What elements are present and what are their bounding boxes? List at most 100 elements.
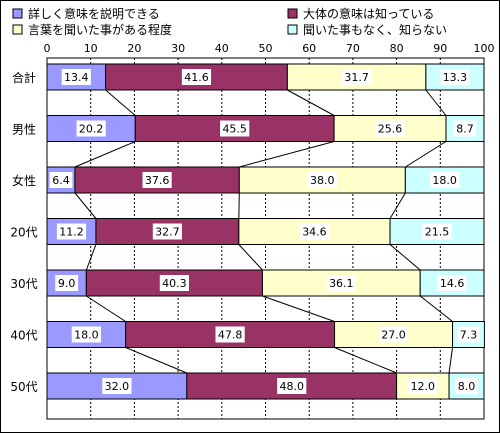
data-label-background — [71, 326, 101, 343]
x-tick-label: 30 — [171, 42, 185, 55]
legend-swatch — [12, 8, 23, 19]
bar-segment — [448, 372, 485, 400]
data-label-background — [453, 120, 477, 137]
series-connector-line — [334, 347, 397, 374]
category-label: 30代 — [10, 277, 37, 291]
legend-swatch — [287, 24, 298, 35]
x-tick-label: 80 — [390, 42, 404, 55]
series-connector-line — [389, 244, 421, 271]
data-label: 31.7 — [344, 71, 369, 84]
data-label-background — [49, 172, 73, 188]
data-label-background — [408, 378, 438, 394]
data-label-background — [375, 120, 405, 137]
data-label-background — [440, 69, 470, 85]
bar-segment — [46, 321, 127, 348]
series-connector-line — [405, 141, 447, 168]
data-label-background — [430, 172, 460, 188]
data-label: 7.3 — [460, 329, 478, 342]
data-label-background — [181, 69, 212, 85]
x-tick-label: 20 — [127, 42, 141, 55]
series-connector-line — [448, 347, 454, 374]
x-tick-label: 60 — [302, 42, 316, 55]
data-label: 11.2 — [59, 226, 84, 239]
data-label-background — [215, 326, 245, 343]
category-label: 女性 — [12, 173, 36, 188]
data-label-background — [142, 172, 172, 188]
data-label: 40.3 — [162, 277, 187, 290]
series-connector-line — [74, 192, 97, 219]
data-label: 34.6 — [302, 226, 327, 239]
data-label-background — [342, 69, 372, 85]
category-label: 合計 — [12, 70, 36, 85]
category-label: 50代 — [10, 380, 37, 394]
category-label: 40代 — [10, 329, 37, 343]
data-label: 8.0 — [458, 380, 476, 393]
series-connector-line — [74, 141, 136, 168]
legend-swatch — [12, 24, 23, 35]
series-connector-line — [238, 244, 263, 271]
series-connector-line — [125, 347, 188, 374]
data-label: 37.6 — [145, 174, 170, 187]
series-connector-line — [389, 192, 406, 219]
series-connector-line — [425, 89, 447, 116]
data-label: 41.6 — [184, 71, 209, 84]
x-tick-label: 90 — [433, 42, 447, 55]
data-label-background — [307, 172, 337, 188]
data-label: 38.0 — [310, 174, 335, 187]
data-label-background — [422, 223, 452, 240]
series-connector-line — [419, 295, 453, 322]
data-label: 9.0 — [58, 277, 76, 290]
series-connector-line — [105, 89, 136, 116]
data-label: 45.5 — [222, 123, 247, 136]
legend-label: 大体の意味は知っている — [303, 6, 434, 21]
data-label: 18.0 — [432, 174, 457, 187]
series-connector-line — [262, 295, 335, 322]
x-tick-label: 100 — [474, 42, 495, 55]
legend-label: 詳しく意味を説明できる — [28, 6, 160, 21]
x-tick-label: 0 — [44, 42, 51, 55]
data-label-background — [56, 223, 87, 240]
series-connector-line — [85, 244, 97, 271]
data-label: 20.2 — [79, 123, 104, 136]
data-label-background — [378, 326, 409, 343]
category-label: 20代 — [10, 226, 37, 240]
x-tick-label: 10 — [84, 42, 98, 55]
data-label: 18.0 — [74, 329, 99, 342]
data-label-background — [437, 275, 467, 291]
series-connector-line — [239, 141, 335, 168]
data-label-background — [152, 223, 182, 240]
data-label-background — [455, 378, 478, 394]
data-label: 13.4 — [64, 71, 89, 84]
data-label-background — [159, 275, 189, 291]
data-label-background — [61, 69, 91, 85]
legend-label: 言葉を聞いた事がある程度 — [28, 22, 172, 37]
x-tick-label: 40 — [215, 42, 229, 55]
data-label: 8.7 — [456, 123, 474, 136]
data-label: 27.0 — [381, 329, 406, 342]
x-tick-label: 50 — [259, 42, 273, 55]
data-label: 25.6 — [378, 123, 403, 136]
data-label-background — [102, 378, 132, 394]
x-tick-label: 70 — [346, 42, 360, 55]
data-label: 32.0 — [105, 380, 130, 393]
category-label: 男性 — [12, 123, 36, 137]
data-label: 14.6 — [440, 277, 465, 290]
legend-swatch — [287, 8, 298, 19]
data-label: 13.3 — [443, 71, 468, 84]
bar-segment — [46, 63, 107, 91]
data-label-background — [277, 378, 307, 394]
data-label-background — [76, 120, 106, 137]
data-label: 48.0 — [279, 380, 304, 393]
data-label: 32.7 — [155, 226, 180, 239]
data-label-background — [220, 120, 250, 137]
data-label: 21.5 — [425, 226, 450, 239]
data-label-background — [55, 275, 79, 291]
legend-label: 聞いた事もなく、知らない — [303, 23, 447, 37]
data-label-background — [326, 275, 356, 291]
data-label-background — [457, 326, 480, 343]
data-label: 36.1 — [329, 277, 354, 290]
data-label: 12.0 — [411, 380, 436, 393]
data-label: 6.4 — [52, 174, 70, 187]
